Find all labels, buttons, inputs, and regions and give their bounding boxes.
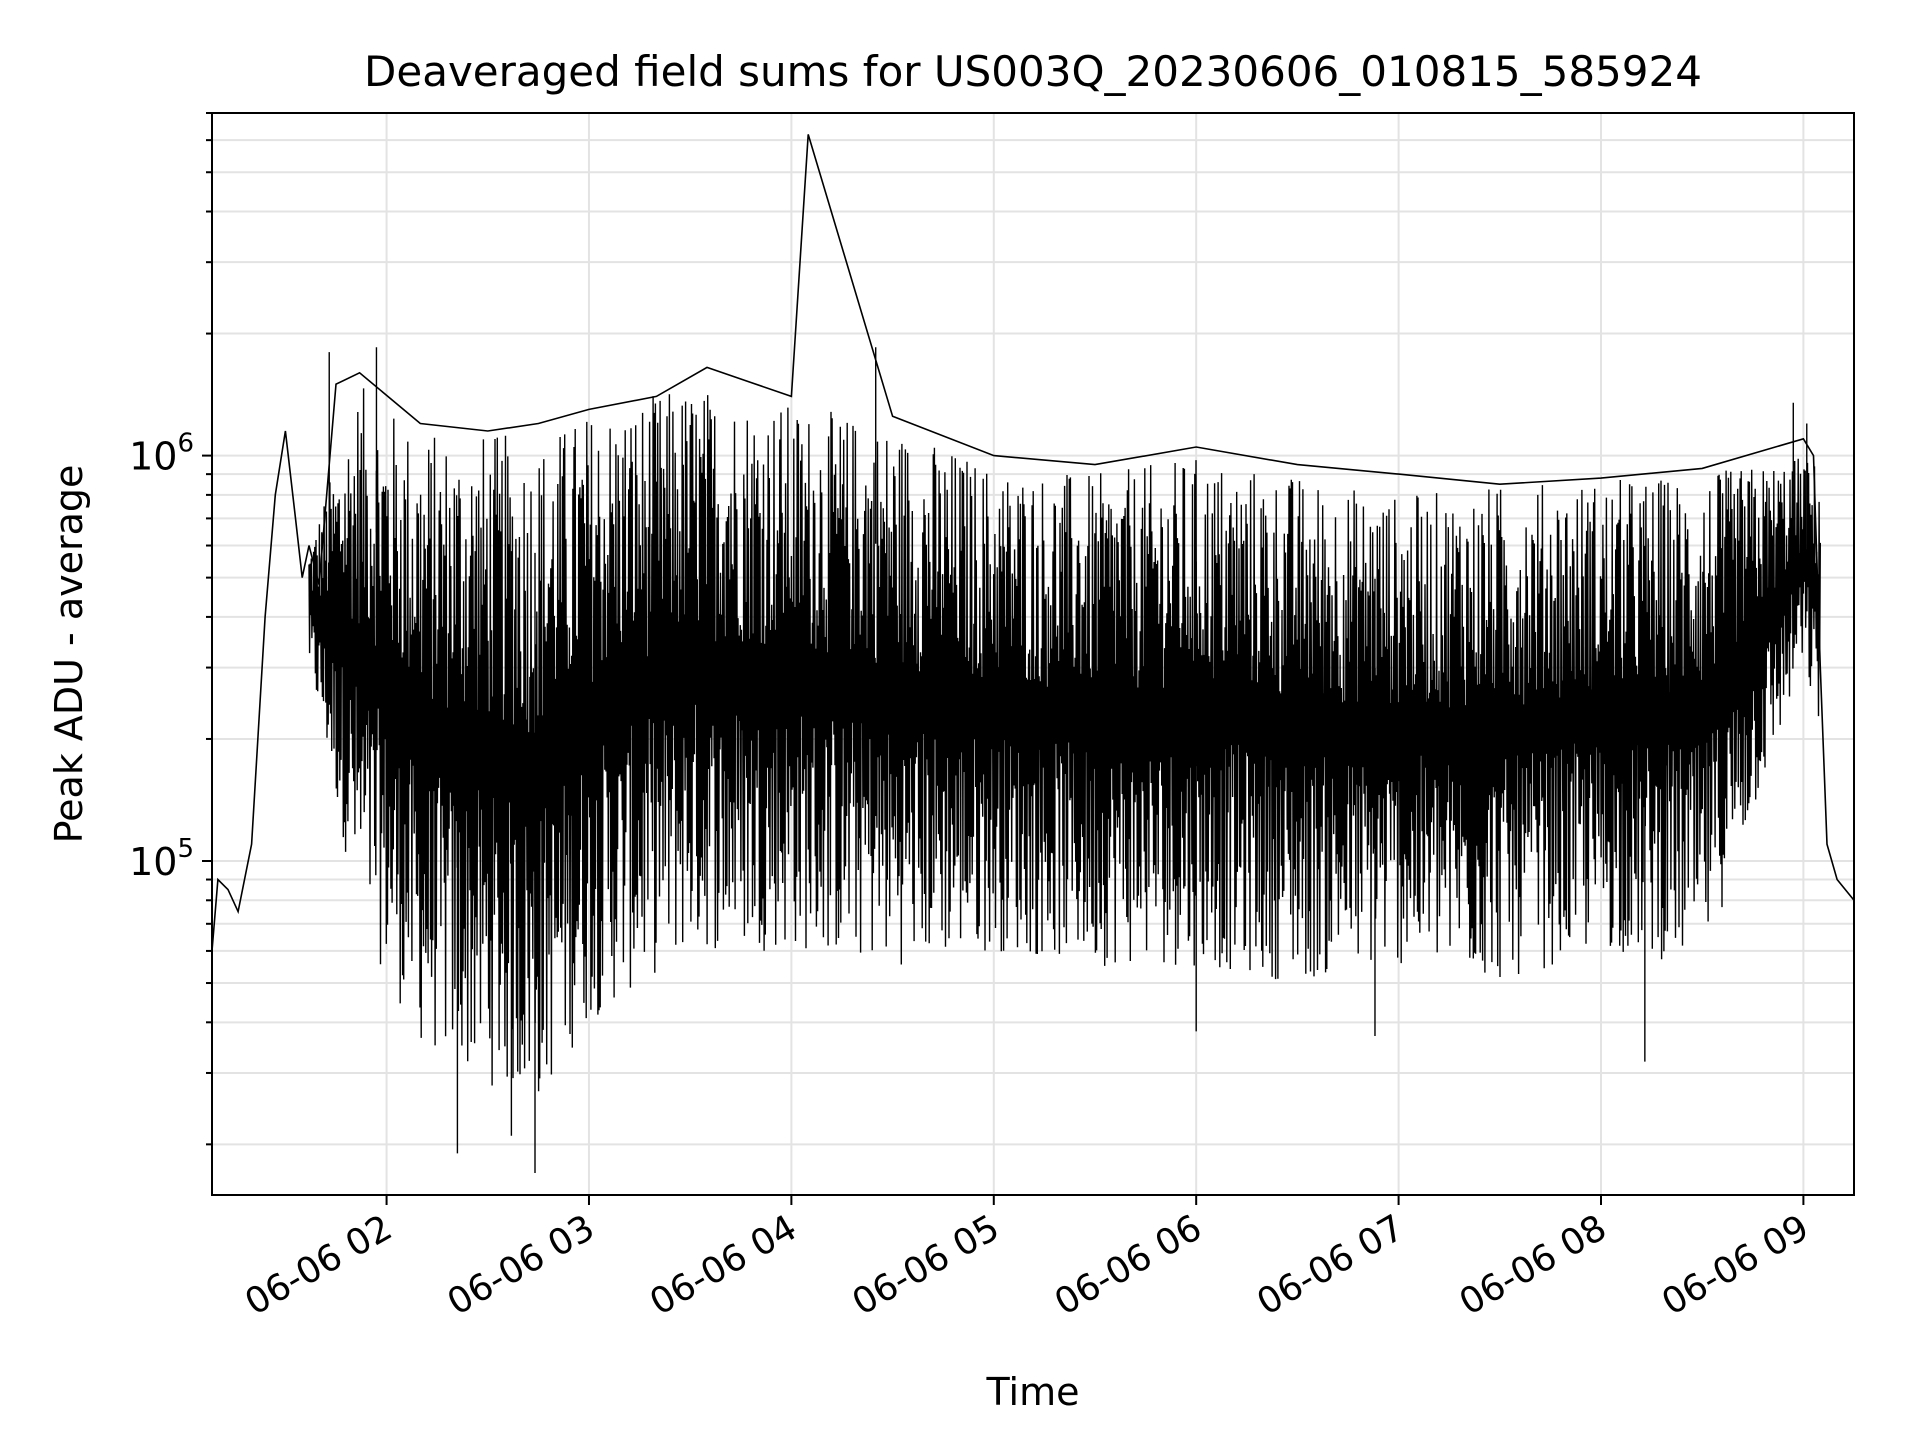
series-layer <box>211 134 1855 951</box>
y-tick-label: 105 <box>129 834 194 884</box>
plot-frame <box>211 112 1855 1196</box>
noise-band <box>308 347 1822 1173</box>
noise-trace <box>308 388 1822 1092</box>
chart-title: Deaveraged field sums for US003Q_2023060… <box>364 47 1702 96</box>
y-axis-label: Peak ADU - average <box>47 465 91 844</box>
x-axis-label: Time <box>986 1370 1080 1414</box>
y-tick-label: 106 <box>129 429 194 479</box>
series-line <box>211 134 1855 951</box>
y-axis: 105 106 <box>129 112 212 1146</box>
